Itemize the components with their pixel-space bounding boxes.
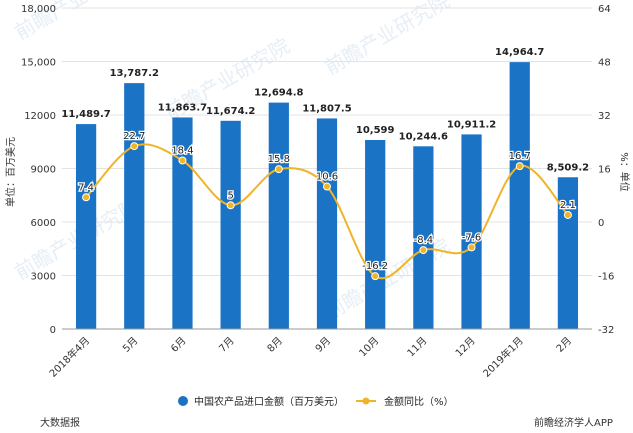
- line-point: [515, 162, 524, 171]
- source-left: 大数据报: [40, 416, 80, 429]
- legend-bar-marker: [178, 396, 188, 406]
- bar: [75, 124, 97, 330]
- y-tick-label: 12000: [24, 111, 56, 122]
- line-value-label: -8.4: [414, 235, 434, 246]
- y2-tick-label: -32: [598, 325, 614, 336]
- line-point: [82, 193, 91, 202]
- line-point: [467, 243, 476, 252]
- bar-value-label: 10,244.6: [399, 131, 448, 142]
- bar-value-label: 10,599: [356, 125, 395, 136]
- bar-value-label: 11,807.5: [302, 103, 351, 114]
- bar: [509, 62, 530, 329]
- line-value-label: 15.8: [268, 154, 290, 165]
- x-tick-label: 10月: [357, 335, 382, 360]
- bar-value-label: 12,694.8: [254, 88, 303, 99]
- line-series: [82, 142, 572, 281]
- line-value-label: 7.4: [78, 182, 94, 193]
- y-axis-title: 单位：百万美元: [4, 137, 17, 207]
- bar-value-label: 11,863.7: [158, 102, 207, 113]
- line-value-label: -7.6: [462, 232, 482, 243]
- line-point: [226, 201, 235, 210]
- bar: [172, 117, 193, 329]
- line-value-label: 5: [227, 190, 233, 201]
- bar-value-label: 14,964.7: [495, 47, 544, 58]
- line-value-label: 16.7: [509, 151, 531, 162]
- y-tick-label: 6000: [31, 218, 56, 229]
- x-tick-label: 6月: [169, 335, 189, 355]
- bar-value-label: 11,489.7: [61, 109, 110, 120]
- y-tick-label: 0: [50, 325, 56, 336]
- x-tick-label: 8月: [265, 335, 285, 355]
- x-tick-label: 11月: [405, 335, 430, 360]
- y2-tick-label: 48: [598, 58, 611, 69]
- bar: [365, 139, 386, 329]
- watermark-text: 前瞻产业研究院: [321, 234, 454, 325]
- bar: [124, 83, 145, 329]
- line-point: [419, 246, 428, 255]
- y2-tick-label: 16: [598, 165, 611, 176]
- y2-tick-label: 32: [598, 111, 611, 122]
- line-point: [323, 182, 331, 191]
- y-tick-label: 9000: [31, 165, 56, 176]
- legend-line-marker: [362, 397, 370, 405]
- bar-value-label: 11,674.2: [206, 106, 255, 117]
- bar: [220, 120, 241, 330]
- bar-value-label: 10,911.2: [447, 119, 496, 130]
- line-value-label: 2.1: [560, 200, 576, 211]
- watermark-text: 前瞻产业研究院: [321, 0, 454, 79]
- y-tick-label: 15,000: [21, 58, 56, 69]
- legend-bar-label: 中国农产品进口金额（百万美元）: [194, 395, 344, 408]
- line-point: [563, 210, 572, 219]
- y2-tick-label: 64: [598, 4, 611, 15]
- y2-axis-title: %：单位: [618, 152, 631, 192]
- bar: [461, 134, 482, 329]
- x-tick-label: 2月: [554, 335, 574, 355]
- line-value-label: 22.7: [123, 131, 145, 142]
- bar: [557, 177, 579, 329]
- data-labels: 11,489.7 13,787.2 11,863.711,674.2 12,694.8…: [61, 47, 589, 273]
- x-tick-label: 2019年1月: [480, 334, 526, 380]
- source-right: 前瞻经济学人APP: [534, 416, 613, 429]
- line-value-label: -16.2: [362, 261, 388, 272]
- y2-tick-label: -16: [598, 272, 614, 283]
- x-tick-label: 9月: [313, 335, 333, 355]
- legend: 中国农产品进口金额（百万美元） 金额同比（%）: [178, 395, 454, 408]
- x-tick-label: 2018年4月: [46, 334, 92, 380]
- line-point: [130, 142, 139, 151]
- y2-tick-label: 0: [598, 218, 604, 229]
- y-tick-label: 18,000: [21, 4, 56, 15]
- x-tick-label: 12月: [453, 335, 478, 360]
- x-tick-label: 7月: [217, 335, 237, 355]
- x-tick-label: 5月: [120, 335, 140, 355]
- line-point: [371, 272, 380, 281]
- y-tick-label: 3000: [31, 272, 56, 283]
- bar: [268, 102, 289, 329]
- bar-value-label: 13,787.2: [110, 68, 159, 79]
- line-value-label: 10.6: [316, 172, 338, 183]
- bar-series: [75, 62, 579, 330]
- line-point: [178, 156, 187, 165]
- legend-line-label: 金额同比（%）: [384, 395, 454, 408]
- yoy-line: [85, 143, 569, 280]
- line-point: [274, 165, 283, 174]
- line-value-label: 18.4: [171, 145, 193, 156]
- bar: [316, 118, 338, 329]
- bar-value-label: 8,509.2: [547, 162, 589, 173]
- bar: [413, 146, 434, 329]
- gridlines: [62, 7, 592, 276]
